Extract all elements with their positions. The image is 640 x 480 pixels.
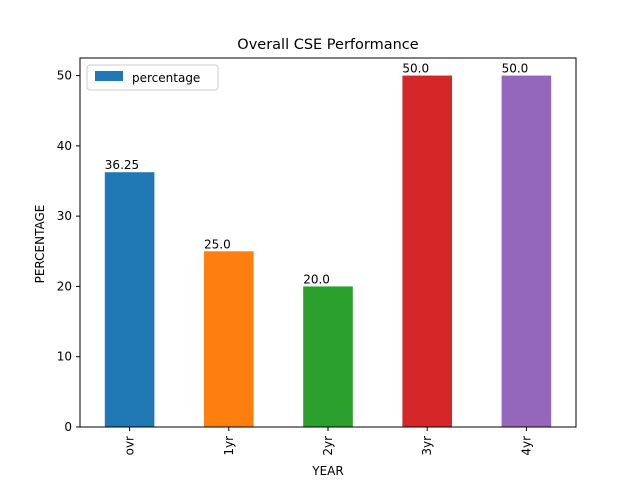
legend: percentage (86, 64, 219, 91)
x-tick-label-4yr: 4yr (519, 436, 533, 456)
bar-3yr (402, 75, 452, 428)
bar-ovr (104, 172, 155, 427)
x-tick-label-2yr: 2yr (321, 436, 335, 456)
plot-frame (79, 57, 577, 428)
axes-layer: ovr 1yr 2yr 3yr 4yr 0 10 20 30 40 50 (57, 57, 577, 456)
bar-1yr (204, 251, 254, 427)
chart-title: Overall CSE Performance (237, 37, 418, 53)
y-tick-label-40: 40 (57, 139, 72, 153)
legend-label-percentage: percentage (132, 71, 200, 85)
y-tick-label-20: 20 (57, 279, 72, 293)
bar-value-label-2yr: 20.0 (303, 272, 330, 286)
bar-value-label-3yr: 50.0 (402, 62, 429, 76)
legend-swatch-percentage (95, 71, 123, 81)
y-tick-label-50: 50 (57, 69, 72, 83)
y-tick-label-10: 10 (57, 350, 72, 364)
x-tick-label-1yr: 1yr (222, 436, 236, 456)
x-axis-label: YEAR (311, 464, 343, 478)
bar-value-label-4yr: 50.0 (502, 62, 529, 76)
y-tick-label-30: 30 (57, 209, 72, 223)
y-axis-label: PERCENTAGE (33, 205, 47, 284)
x-tick-label-ovr: ovr (123, 436, 137, 455)
x-tick-label-3yr: 3yr (420, 436, 434, 456)
bar-4yr (501, 75, 552, 428)
y-tick-label-0: 0 (64, 420, 72, 434)
bar-value-label-1yr: 25.0 (204, 237, 231, 251)
bars-layer: 36.25 25.0 20.0 50.0 50.0 (104, 62, 552, 428)
bar-2yr (303, 286, 353, 427)
bar-value-label-ovr: 36.25 (105, 158, 139, 172)
